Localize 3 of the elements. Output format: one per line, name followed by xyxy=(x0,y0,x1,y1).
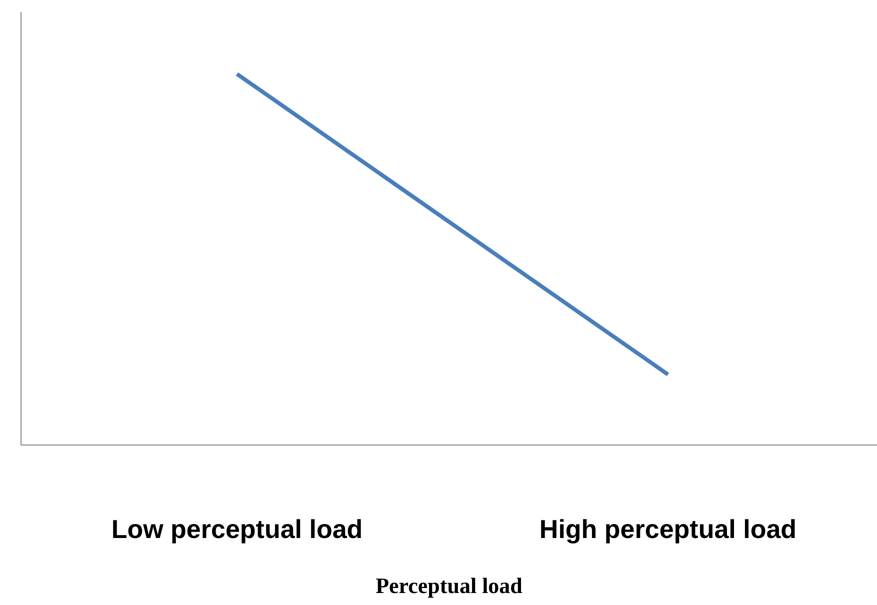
x-axis-title: Perceptual load xyxy=(376,573,522,598)
x-tick-label: High perceptual load xyxy=(539,514,797,544)
x-tick-label: Low perceptual load xyxy=(111,514,363,544)
